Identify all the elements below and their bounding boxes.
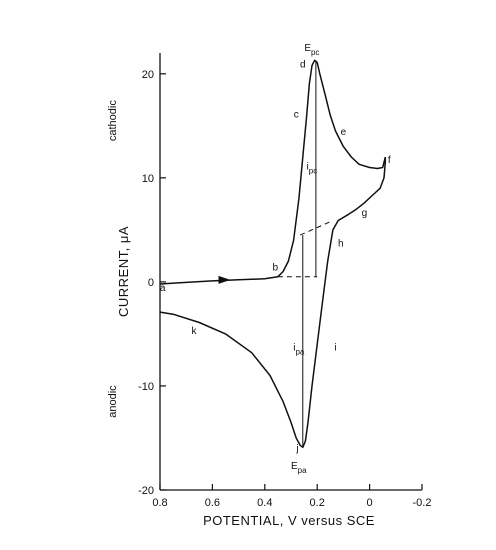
x-tick-label: 0.2 [310,497,325,509]
x-tick-label: 0.6 [205,497,220,509]
annotation-epa: Epa [291,461,307,475]
x-tick-label: -0.2 [413,497,432,509]
anodic-scan-curve [159,157,387,449]
y-tick-label: 0 [148,277,154,289]
point-label-k: k [192,326,198,337]
curves [159,59,387,449]
point-label-g: g [362,208,368,219]
point-label-f: f [388,155,391,166]
anodic-baseline [299,220,334,236]
x-tick-label: 0 [367,497,373,509]
anodic-label: anodic [107,385,119,418]
scan-direction-arrow [218,275,231,284]
annotation-ipc: ipc [307,161,318,175]
point-label-c: c [294,109,299,120]
point-label-d: d [300,59,306,70]
point-label-e: e [341,127,347,138]
cathodic-scan-curve [159,59,387,285]
axes: 20 10 0 -10 -200.8 0.6 0.4 0.2 0 -0.2 POTENTIAL, V… [107,53,431,528]
annotation-ipa: ipa [293,342,305,356]
y-axis-title: CURRENT, μA [116,226,131,317]
x-tick-label: 0.8 [152,497,167,509]
x-axis-title: POTENTIAL, V versus SCE [203,513,375,528]
x-tick-label: 0.4 [257,497,272,509]
point-label-i: i [334,342,336,353]
y-tick-label: 10 [142,173,154,185]
point-label-j: j [295,443,298,454]
labels: a b c d e f g h i j k Epc ipc ipa Epa [160,43,391,475]
y-tick-label: -10 [138,381,154,393]
y-tick-label: -20 [138,485,154,497]
point-label-b: b [272,262,278,273]
point-label-a: a [160,283,166,294]
y-tick-label: 20 [142,69,154,81]
annotation-epc: Epc [304,43,319,57]
marks [218,60,334,448]
cathodic-label: cathodic [107,100,119,141]
point-label-h: h [338,238,344,249]
